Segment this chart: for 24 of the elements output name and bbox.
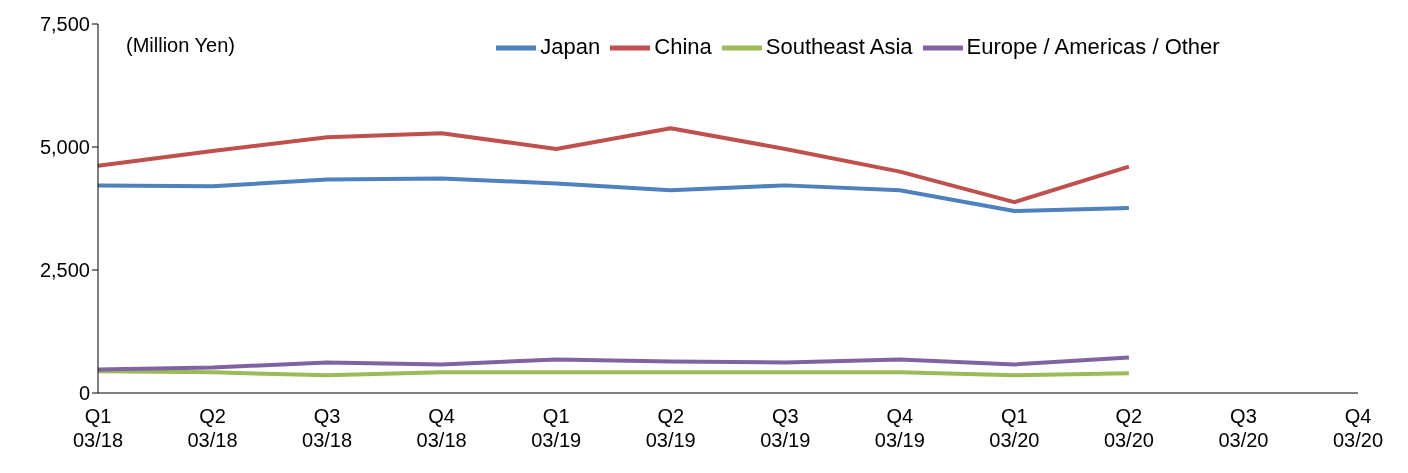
x-tick-label: Q4 03/18 <box>416 405 467 451</box>
y-tick-label: 7,500 <box>39 13 90 36</box>
x-tick-label: Q1 03/18 <box>72 405 124 451</box>
x-tick-label: Q1 03/20 <box>989 405 1040 451</box>
legend-label: Europe / Americas / Other <box>966 33 1220 59</box>
x-tick-label: Q4 03/19 <box>874 405 925 451</box>
x-tick-label: Q2 03/20 <box>1103 405 1154 451</box>
line-series <box>96 126 1131 205</box>
x-tick-label: Q2 03/18 <box>187 405 238 451</box>
legend-label: Japan <box>540 33 601 59</box>
x-tick-label: Q3 03/20 <box>1218 405 1269 451</box>
y-tick-label: 2,500 <box>39 259 90 282</box>
x-tick-label: Q2 03/19 <box>645 405 696 451</box>
x-tick-label: Q3 03/18 <box>302 405 353 451</box>
x-tick-label: Q4 03/20 <box>1332 405 1384 451</box>
x-tick-label: Q3 03/19 <box>760 405 811 451</box>
legend-label: Southeast Asia <box>765 33 913 59</box>
line-series <box>96 355 1131 372</box>
x-tick-label: Q1 03/19 <box>531 405 582 451</box>
y-tick-label: 0 <box>78 382 90 405</box>
line-series <box>96 176 1131 213</box>
y-tick-label: 5,000 <box>39 136 90 159</box>
legend-label: China <box>654 33 712 59</box>
annotation: (Million Yen) <box>126 34 235 57</box>
